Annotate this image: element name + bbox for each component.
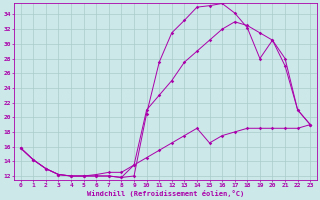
X-axis label: Windchill (Refroidissement éolien,°C): Windchill (Refroidissement éolien,°C) [87, 190, 244, 197]
